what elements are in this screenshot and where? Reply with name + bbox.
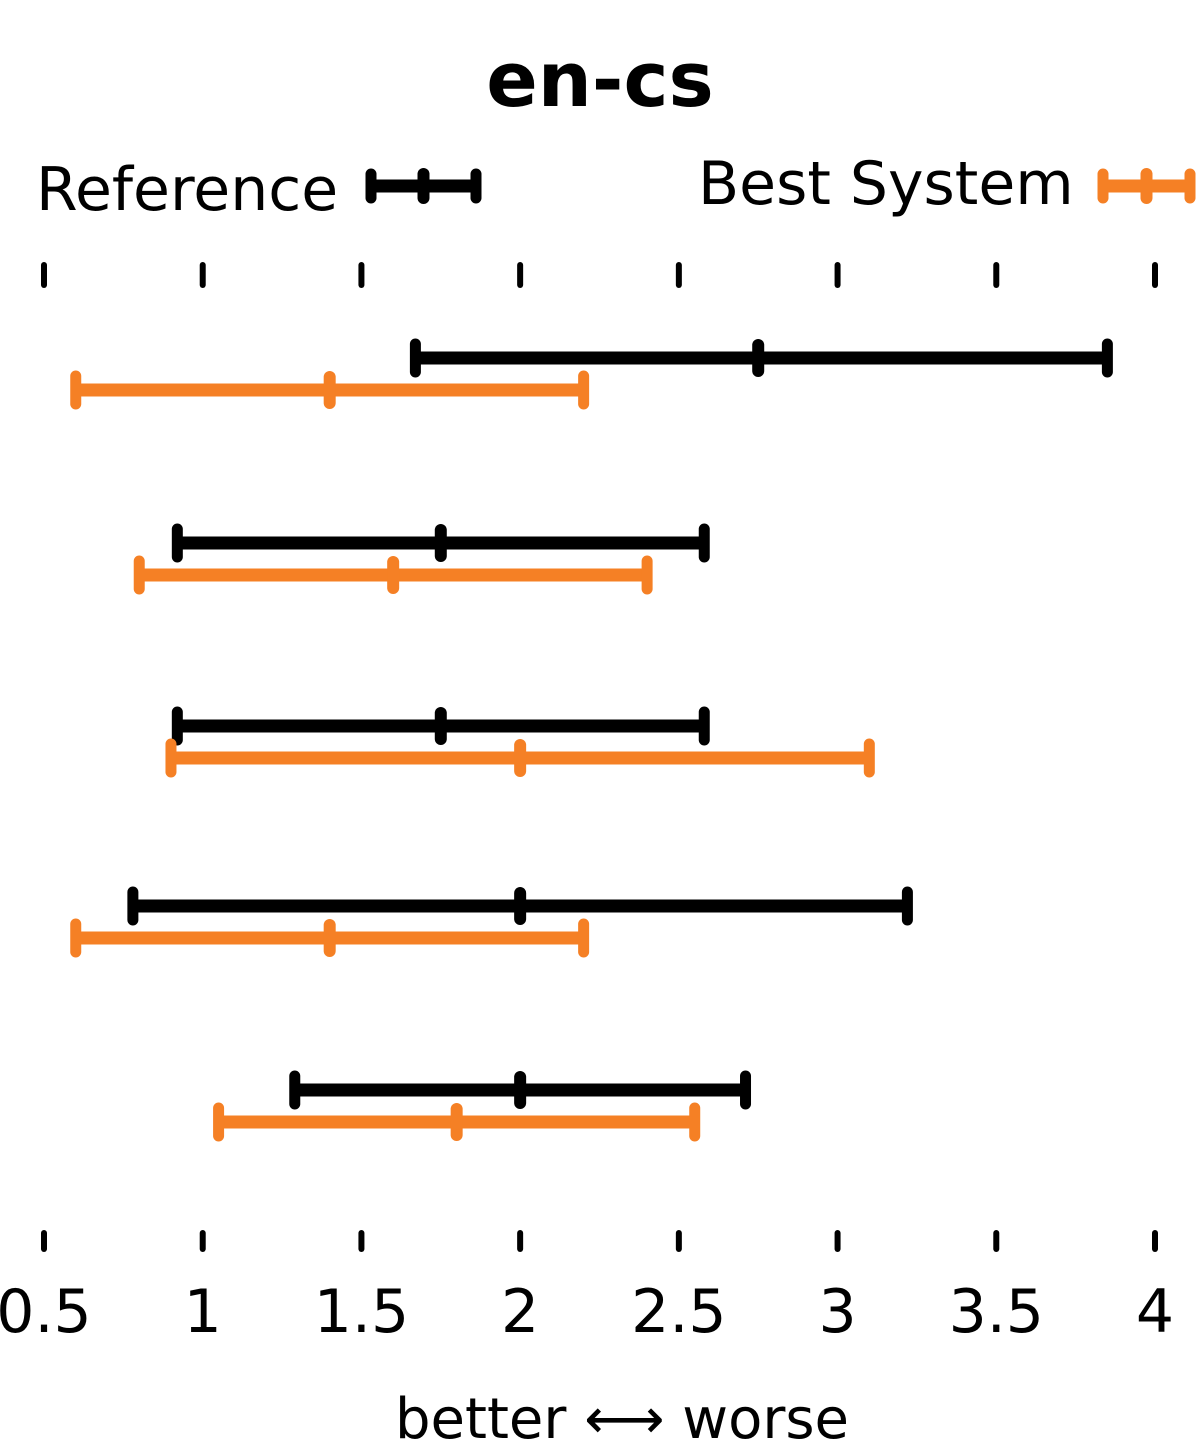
legend-swatch-reference bbox=[365, 168, 482, 204]
reference-bar-0 bbox=[409, 338, 1113, 378]
best-system-bar-0 bbox=[70, 370, 590, 410]
x-tick-label-0: 0.5 bbox=[0, 1277, 92, 1347]
x-tick-label-2: 1.5 bbox=[314, 1277, 409, 1347]
bottom-axis-ticks bbox=[41, 1230, 1158, 1252]
legend-swatch-best-system bbox=[1097, 168, 1196, 204]
best-system-bar-2 bbox=[165, 738, 875, 778]
x-tick-label-5: 3 bbox=[818, 1277, 856, 1347]
x-tick-label-1: 1 bbox=[184, 1277, 222, 1347]
reference-bar-4 bbox=[289, 1070, 752, 1110]
reference-bar-2 bbox=[171, 706, 710, 746]
legend: Reference Best System bbox=[36, 149, 1196, 225]
best-system-bar-4 bbox=[213, 1102, 701, 1142]
best-system-bar-3 bbox=[70, 918, 590, 958]
reference-bar-3 bbox=[127, 886, 913, 926]
reference-bar-1 bbox=[171, 523, 710, 563]
x-tick-label-4: 2.5 bbox=[631, 1277, 726, 1347]
x-tick-label-3: 2 bbox=[501, 1277, 539, 1347]
legend-label-best-system: Best System bbox=[698, 149, 1074, 219]
chart-title: en-cs bbox=[486, 35, 713, 124]
top-axis-ticks bbox=[41, 262, 1158, 288]
error-bars bbox=[70, 338, 1113, 1142]
x-axis-label: better ⟷ worse bbox=[395, 1387, 849, 1440]
x-tick-labels: 0.5 1 1.5 2 2.5 3 3.5 4 bbox=[0, 1277, 1174, 1347]
legend-label-reference: Reference bbox=[36, 155, 338, 225]
best-system-bar-1 bbox=[133, 555, 653, 595]
x-tick-label-7: 4 bbox=[1136, 1277, 1174, 1347]
x-tick-label-6: 3.5 bbox=[949, 1277, 1044, 1347]
